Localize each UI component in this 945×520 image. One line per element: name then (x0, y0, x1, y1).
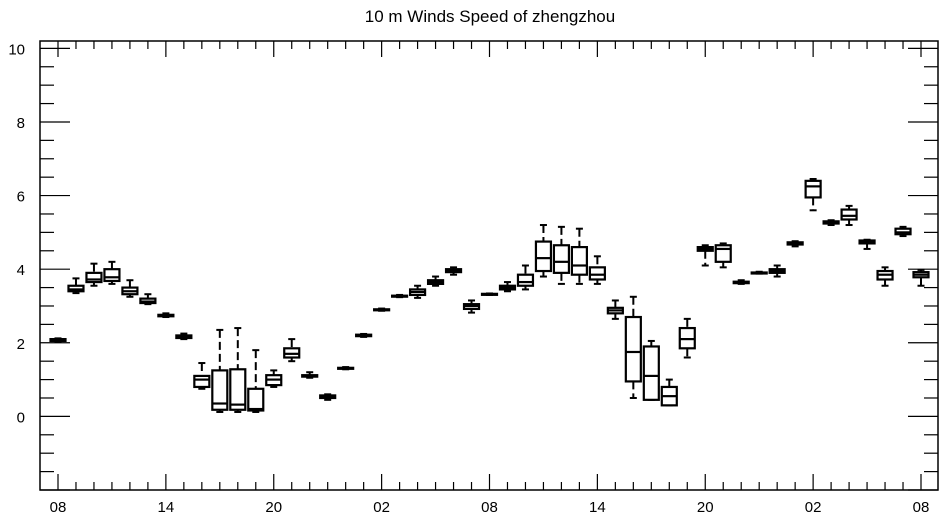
box-37 (714, 242, 732, 269)
chart-title: 10 m Winds Speed of zhengzhou (365, 7, 615, 26)
box-25 (498, 281, 517, 293)
box-12 (265, 369, 283, 388)
box-iqr (247, 387, 265, 412)
box-23 (462, 299, 481, 314)
box-iqr (840, 208, 858, 221)
x-tick-label: 14 (158, 499, 175, 516)
x-tick-label: 08 (481, 499, 498, 516)
box-iqr (211, 369, 229, 411)
box-19 (391, 293, 409, 299)
box-iqr (552, 244, 571, 274)
box-13 (283, 338, 301, 363)
plot-frame (39, 40, 939, 491)
box-iqr (570, 245, 588, 276)
box-48 (912, 268, 930, 287)
box-20 (408, 284, 427, 299)
box-11 (247, 349, 265, 413)
box-4 (121, 279, 139, 298)
box-22 (444, 266, 463, 276)
y-tick-label: 6 (17, 189, 25, 206)
box-29 (570, 227, 588, 285)
x-tick-label: 08 (50, 499, 67, 516)
box-41 (786, 240, 804, 248)
box-iqr (103, 268, 121, 283)
box-10 (229, 327, 247, 413)
box-42 (804, 178, 822, 212)
box-iqr (229, 368, 247, 411)
x-tick-label: 02 (373, 499, 390, 516)
box-17 (355, 332, 373, 338)
box-43 (822, 219, 840, 227)
box-27 (534, 224, 553, 278)
box-1 (67, 277, 85, 295)
box-iqr (193, 374, 211, 389)
box-iqr (642, 345, 660, 401)
box-38 (732, 279, 750, 285)
box-26 (516, 264, 535, 291)
box-33 (642, 339, 660, 401)
x-tick-label: 14 (589, 499, 606, 516)
y-axis: 0 2 4 6 8 10 (8, 41, 938, 491)
box-8 (193, 362, 211, 390)
box-iqr (85, 271, 103, 284)
box-45 (858, 238, 876, 250)
box-34 (660, 378, 678, 407)
box-iqr (714, 244, 732, 263)
x-axis: 08 14 20 02 08 14 20 02 08 (50, 41, 930, 516)
box-6 (157, 312, 175, 319)
box-0 (49, 337, 67, 343)
y-tick-label: 10 (8, 41, 25, 58)
box-30 (588, 255, 606, 285)
box-40 (768, 264, 786, 278)
box-44 (840, 204, 858, 227)
box-iqr (804, 179, 822, 199)
x-tick-label: 02 (805, 499, 822, 516)
boxplot-series (49, 178, 930, 413)
box-15 (319, 393, 337, 401)
box-46 (876, 266, 894, 287)
box-18 (373, 307, 391, 312)
box-32 (624, 295, 642, 399)
box-39 (750, 270, 768, 275)
box-36 (696, 244, 714, 267)
box-2 (85, 262, 103, 287)
y-tick-label: 2 (17, 336, 25, 353)
box-21 (426, 275, 445, 287)
x-tick-label: 20 (697, 499, 714, 516)
box-iqr (624, 315, 642, 383)
box-47 (894, 225, 912, 238)
box-14 (301, 371, 319, 379)
box-iqr (534, 240, 553, 273)
x-tick-label: 08 (913, 499, 930, 516)
x-tick-label: 20 (265, 499, 282, 516)
box-5 (139, 293, 157, 306)
box-iqr (588, 266, 606, 281)
y-tick-label: 0 (17, 409, 25, 426)
y-tick-label: 8 (17, 115, 25, 132)
box-35 (678, 317, 696, 359)
box-7 (175, 332, 193, 341)
box-28 (552, 225, 571, 285)
y-tick-label: 4 (17, 262, 25, 279)
box-24 (480, 292, 499, 296)
box-31 (606, 299, 624, 320)
box-iqr (516, 273, 535, 287)
box-16 (337, 366, 355, 371)
box-3 (103, 260, 121, 285)
box-9 (211, 328, 229, 413)
